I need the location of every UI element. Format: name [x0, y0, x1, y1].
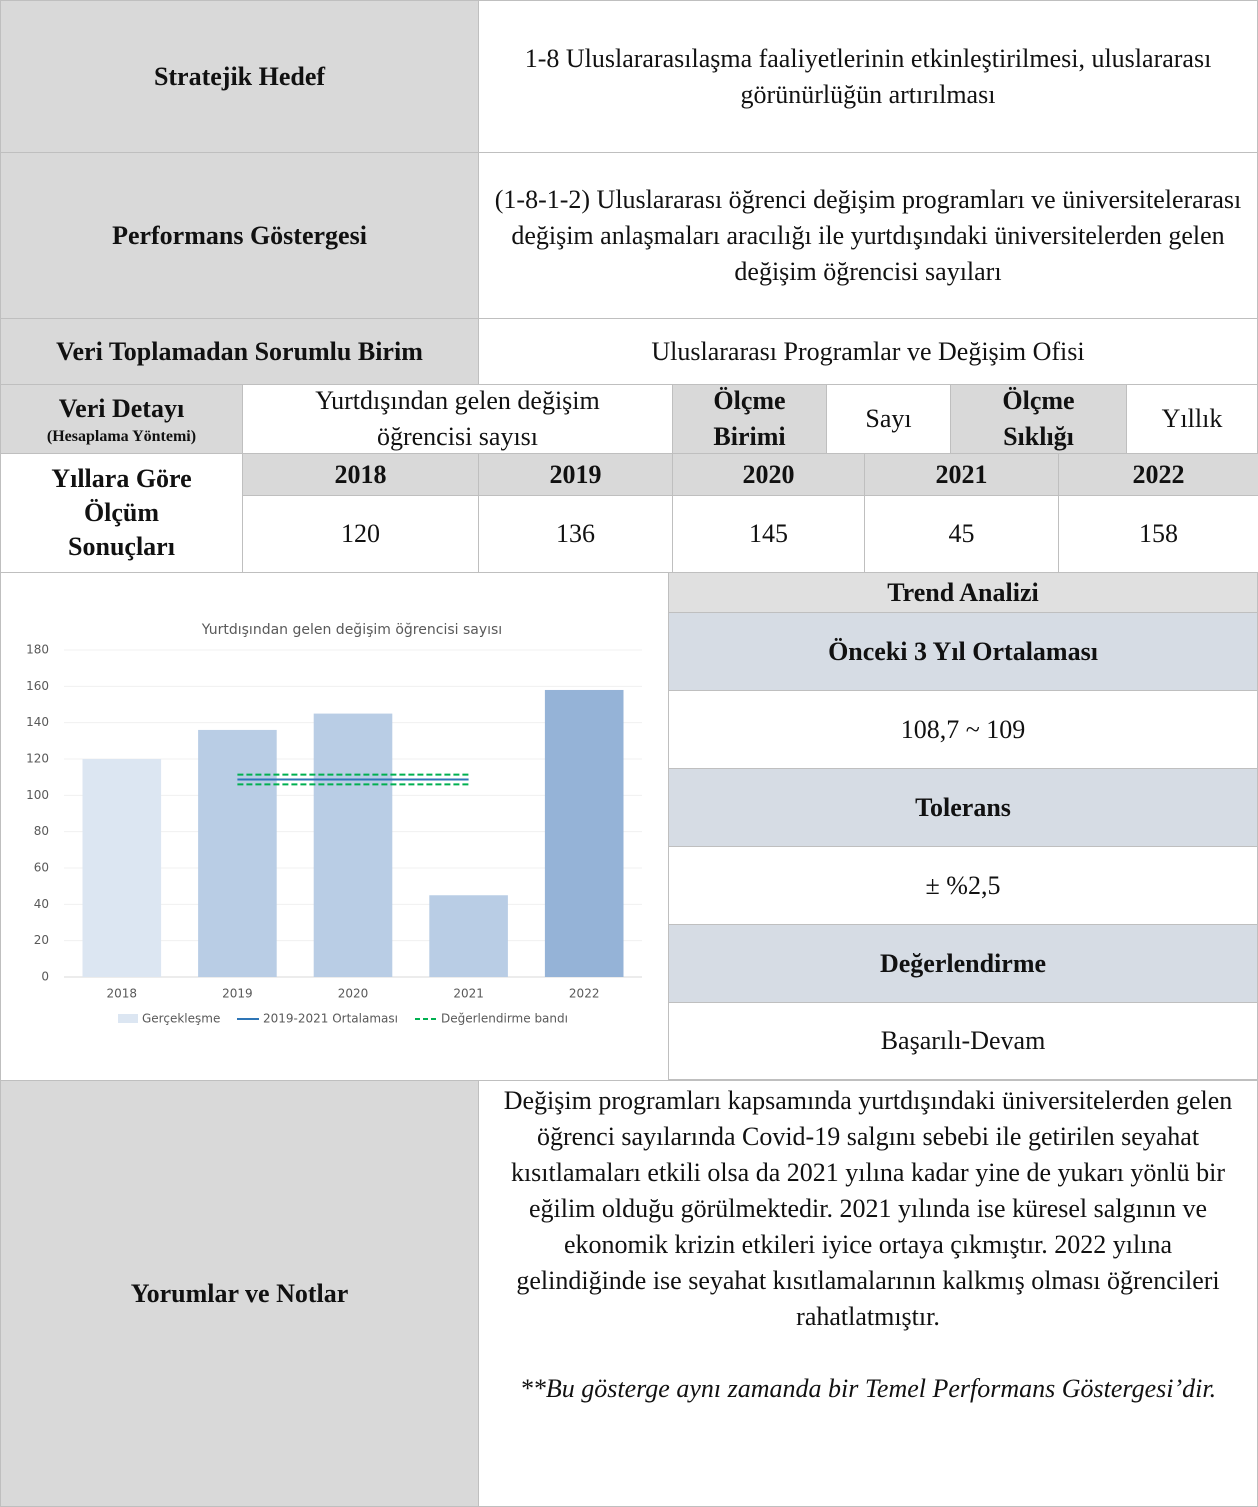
text: (1-8-1-2) Uluslararası öğrenci değişim p… [494, 184, 1242, 286]
text: 108,7 ~ 109 [900, 714, 1026, 744]
result-cell: 45 [864, 495, 1059, 573]
text: **Bu gösterge aynı zamanda bir Temel Per… [519, 1374, 1217, 1403]
text: 2018 [334, 459, 387, 489]
trend-cell: Başarılı-Devam [668, 1002, 1258, 1080]
value-cell: Sayı [826, 384, 951, 454]
result-cell: 120 [242, 495, 479, 573]
result-cell: 136 [478, 495, 673, 573]
legend-label: 2019-2021 Ortalaması [263, 1012, 398, 1026]
text: Yıllık [1161, 404, 1223, 433]
y-tick-label: 40 [34, 897, 49, 911]
text: Değişim programları kapsamında yurtdışın… [503, 1086, 1233, 1331]
result-cell: 158 [1058, 495, 1258, 573]
year-cell: 2022 [1058, 453, 1258, 496]
label-cell: Veri Toplamadan Sorumlu Birim [0, 318, 479, 385]
y-tick-label: 80 [34, 824, 49, 838]
legend-label: Değerlendirme bandı [441, 1012, 568, 1026]
text: (Hesaplama Yöntemi) [46, 428, 197, 445]
text: 158 [1139, 519, 1178, 548]
text: Yıllara Göre Ölçüm Sonuçları [51, 464, 192, 561]
text: 1-8 Uluslararasılaşma faaliyetlerinin et… [524, 43, 1212, 109]
chart-title: Yurtdışından gelen değişim öğrencisi say… [201, 622, 502, 638]
year-cell: 2021 [864, 453, 1059, 496]
legend-swatch [118, 1014, 138, 1023]
bar [198, 729, 277, 977]
text: 2020 [742, 459, 795, 489]
text: Yurtdışından gelen değişim öğrencisi say… [315, 386, 600, 451]
trend-cell: Değerlendirme [668, 924, 1258, 1003]
y-tick-label: 20 [34, 933, 49, 947]
value-cell: (1-8-1-2) Uluslararası öğrenci değişim p… [478, 152, 1258, 319]
y-tick-label: 100 [26, 788, 49, 802]
bar [82, 759, 162, 977]
y-tick-label: 140 [26, 715, 49, 729]
result-cell: 145 [672, 495, 865, 573]
text: 2019 [549, 459, 602, 489]
text: Stratejik Hedef [153, 61, 326, 91]
text: Yorumlar ve Notlar [130, 1278, 349, 1308]
bar [429, 895, 508, 977]
text: 120 [341, 519, 380, 548]
year-cell: 2019 [478, 453, 673, 496]
text: 136 [556, 519, 595, 548]
y-tick-label: 60 [34, 861, 49, 875]
text: 2021 [935, 459, 988, 489]
text: 2022 [1132, 459, 1185, 489]
text: Başarılı-Devam [880, 1026, 1046, 1055]
text: Uluslararası Programlar ve Değişim Ofisi [651, 336, 1085, 366]
x-tick-label: 2019 [222, 987, 253, 1001]
x-tick-label: 2021 [453, 987, 484, 1001]
text: Performans Göstergesi [112, 220, 367, 250]
legend-label: Gerçekleşme [142, 1012, 220, 1026]
y-tick-label: 120 [26, 752, 49, 766]
chart: Yurtdışından gelen değişim öğrencisi say… [26, 622, 642, 1026]
label-cell: Performans Göstergesi [0, 152, 479, 319]
label-cell: Ölçme Birimi [672, 384, 827, 454]
label-cell: Yıllara Göre Ölçüm Sonuçları [0, 453, 243, 573]
bar [313, 713, 393, 977]
text: Sayı [865, 404, 912, 433]
value-cell: 1-8 Uluslararasılaşma faaliyetlerinin et… [478, 0, 1258, 153]
value-cell: Yurtdışından gelen değişim öğrencisi say… [242, 384, 673, 454]
text: Veri Detayı [58, 394, 185, 423]
label-cell: Veri Detayı (Hesaplama Yöntemi) [0, 384, 243, 454]
text: Ölçme Birimi [713, 386, 786, 451]
year-cell: 2020 [672, 453, 865, 496]
trend-cell: Tolerans [668, 768, 1258, 847]
trend-cell: Trend Analizi [668, 572, 1258, 613]
x-tick-label: 2020 [338, 987, 369, 1001]
x-tick-label: 2018 [107, 987, 138, 1001]
label-cell: Yorumlar ve Notlar [0, 1080, 479, 1507]
y-tick-label: 160 [26, 679, 49, 693]
x-tick-label: 2022 [569, 987, 600, 1001]
year-cell: 2018 [242, 453, 479, 496]
text: Tolerans [915, 792, 1011, 822]
text: Trend Analizi [887, 577, 1039, 607]
label-cell: Stratejik Hedef [0, 0, 479, 153]
comments-cell: Değişim programları kapsamında yurtdışın… [478, 1080, 1258, 1507]
value-cell: Yıllık [1126, 384, 1258, 454]
text: Değerlendirme [879, 948, 1047, 978]
text: Veri Toplamadan Sorumlu Birim [56, 336, 423, 366]
text: Önceki 3 Yıl Ortalaması [828, 636, 1098, 666]
text: Ölçme Sıklığı [1002, 386, 1075, 451]
value-cell: Uluslararası Programlar ve Değişim Ofisi [478, 318, 1258, 385]
y-tick-label: 180 [26, 643, 49, 657]
y-tick-label: 0 [41, 970, 49, 984]
trend-cell: ± %2,5 [668, 846, 1258, 925]
bar [544, 689, 624, 977]
trend-cell: Önceki 3 Yıl Ortalaması [668, 612, 1258, 691]
trend-cell: 108,7 ~ 109 [668, 690, 1258, 769]
label-cell: Ölçme Sıklığı [950, 384, 1127, 454]
text: 145 [749, 519, 788, 548]
text: 45 [948, 519, 975, 548]
text: ± %2,5 [925, 870, 1001, 900]
